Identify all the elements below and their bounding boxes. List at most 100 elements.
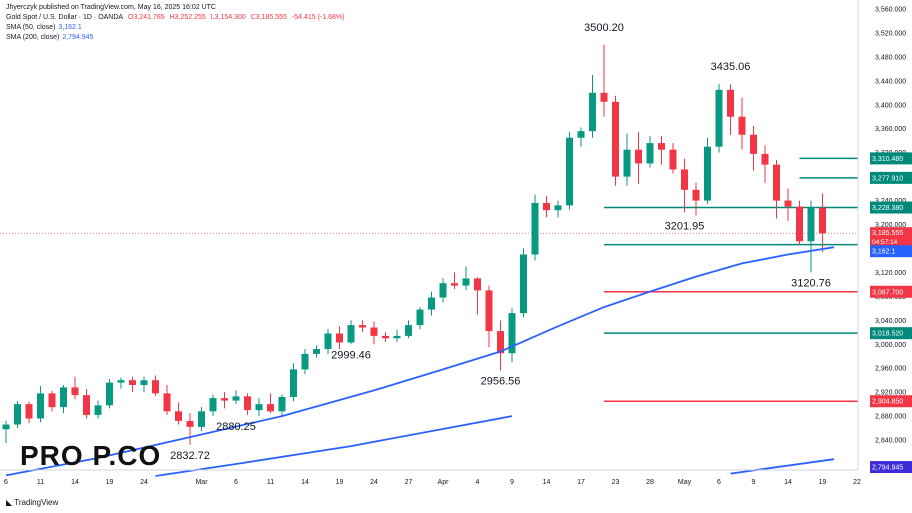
- ohlc-change: -54.415 (-1.68%): [291, 14, 345, 21]
- level-tag: [870, 171, 912, 184]
- candle-body: [819, 207, 826, 234]
- y-tick-label: 3,000.000: [875, 342, 906, 349]
- price-annotation: 3435.06: [711, 61, 751, 73]
- x-tick-label: May: [678, 479, 692, 486]
- sma200-tag: [870, 461, 912, 474]
- candle-body: [508, 313, 516, 354]
- x-tick-label: 14: [784, 479, 792, 486]
- candle-body: [658, 143, 665, 150]
- candle-body: [94, 405, 102, 415]
- candle-body: [71, 387, 79, 396]
- price-annotations: 3500.20 3435.06 3201.95 3120.76 2999.46 2956.…: [170, 22, 831, 462]
- candle-body: [485, 290, 493, 332]
- candle-body: [554, 205, 562, 211]
- level-tag-label: 2,904.850: [872, 399, 903, 406]
- candle-body: [232, 396, 240, 401]
- y-tick-label: 2,960.000: [875, 366, 906, 373]
- y-tick-label: 3,520.000: [875, 30, 906, 37]
- candle-body: [520, 254, 527, 314]
- candle-body: [83, 395, 90, 415]
- x-tick-label: 24: [370, 479, 378, 486]
- candle-body: [129, 380, 136, 385]
- candle-body: [600, 92, 608, 102]
- price-annotation: 3201.95: [665, 221, 705, 233]
- level-tag: [870, 201, 912, 214]
- watermark-logo: PRO P.CO: [20, 440, 162, 471]
- x-tick-label: 14: [543, 479, 551, 486]
- x-tick-label: 11: [37, 479, 44, 486]
- candle-body: [14, 404, 21, 425]
- candle-body: [681, 169, 688, 190]
- price-axis: 3,560.000 3,520.000 3,480.000 3,440.000 3,40…: [857, 0, 912, 474]
- candle-body: [646, 143, 654, 164]
- candle-body: [543, 202, 550, 211]
- candle-body: [198, 411, 205, 427]
- y-tick-label: 3,360.000: [875, 126, 906, 133]
- candle-body: [106, 382, 113, 406]
- sma200-line-tail: [730, 458, 835, 475]
- x-tick-label: 28: [646, 479, 654, 486]
- x-tick-label: 11: [267, 479, 274, 486]
- level-tag-label: 3,087.700: [872, 289, 903, 296]
- y-tick-label: 3,120.000: [875, 270, 906, 277]
- sma50-legend[interactable]: SMA (50, close) 3,162.1: [6, 24, 82, 31]
- sma200-legend[interactable]: SMA (200, close) 2,794.945: [6, 34, 94, 41]
- candle-body: [336, 333, 343, 343]
- candle-body: [186, 420, 194, 427]
- candle-body: [416, 309, 424, 326]
- ohlc-close: C3,185.555: [250, 14, 287, 21]
- y-tick-label: 3,440.000: [875, 78, 906, 85]
- y-tick-label: 2,880.000: [875, 414, 906, 421]
- price-annotation: 2880.25: [216, 421, 256, 433]
- x-tick-label: 9: [510, 479, 514, 486]
- candle-body: [370, 327, 378, 336]
- price-annotation: 2956.56: [481, 376, 521, 388]
- x-tick-label: Apr: [438, 479, 450, 486]
- time-axis: 6 11 14 19 24 Mar 6 11 14 19 24 27 Apr 4 9 14 17 23 28 May 6…: [0, 469, 861, 486]
- sma200-line: [155, 415, 513, 477]
- candle-body: [301, 353, 309, 370]
- candle-body: [405, 325, 412, 336]
- y-tick-label: 2,920.000: [875, 390, 906, 397]
- x-tick-label: 6: [717, 479, 721, 486]
- level-tag-label: 3,310.480: [872, 156, 903, 163]
- x-tick-label: 9: [752, 479, 756, 486]
- countdown-label: 04:57:14: [872, 239, 898, 246]
- ohlc-high: H3,252.255: [169, 14, 206, 21]
- candle-body: [221, 398, 228, 401]
- sma50-tag-label: 3,162.1: [872, 249, 895, 256]
- x-tick-label: 19: [106, 479, 114, 486]
- candle-body: [152, 380, 159, 394]
- y-tick-label: 3,480.000: [875, 54, 906, 61]
- candle-body: [669, 149, 677, 170]
- candles: [2, 44, 826, 445]
- candle-body: [738, 116, 746, 135]
- candle-body: [313, 349, 320, 354]
- candle-body: [474, 278, 481, 291]
- candle-body: [807, 207, 815, 242]
- candle-body: [2, 424, 10, 430]
- x-tick-label: 19: [336, 479, 344, 486]
- candle-body: [704, 146, 711, 201]
- x-tick-label: 17: [577, 479, 585, 486]
- candle-body: [796, 206, 803, 242]
- x-tick-label: 22: [853, 479, 861, 486]
- symbol-title: Gold Spot / U.S. Dollar · 1D · OANDA: [6, 14, 124, 21]
- candle-body: [462, 278, 470, 286]
- candle-body: [60, 387, 67, 408]
- candle-body: [531, 202, 539, 255]
- candle-body: [393, 335, 401, 339]
- candle-body: [278, 396, 286, 412]
- y-tick-label: 3,400.000: [875, 102, 906, 109]
- x-tick-label: 6: [4, 479, 8, 486]
- price-annotation: 3120.76: [791, 277, 831, 289]
- y-tick-label: 2,840.000: [875, 438, 906, 445]
- level-tag-label: 3,018.520: [872, 331, 903, 338]
- y-tick-label: 3,200.000: [875, 222, 906, 229]
- level-tag: [870, 327, 912, 340]
- sma200-tag-label: 2,794.945: [872, 465, 903, 472]
- horizontal-levels: [0, 157, 858, 402]
- current-price-label: 3,185.555: [872, 230, 903, 237]
- y-tick-label: 3,560.000: [875, 6, 906, 13]
